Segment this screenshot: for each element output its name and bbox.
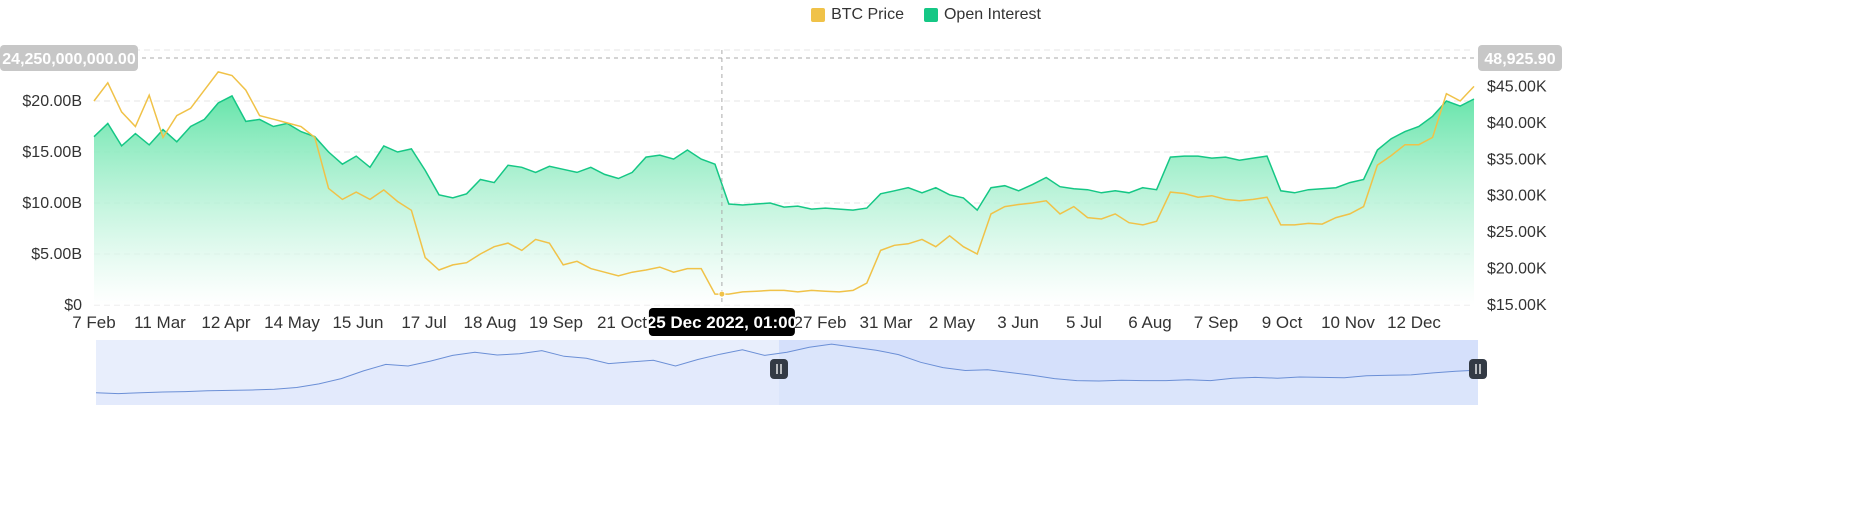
- range-navigator[interactable]: [95, 340, 1487, 405]
- crosshair-date-tooltip: [648, 308, 795, 336]
- navigator-line: [95, 343, 1479, 395]
- y-right-tick-label: $40.00K: [1487, 115, 1547, 132]
- y-left-tick-label: $15.00B: [22, 144, 82, 161]
- legend-item-btc-price[interactable]: BTC Price: [811, 6, 904, 24]
- y-right-tick-label: $20.00K: [1487, 261, 1547, 278]
- y-axis-left: $0 $5.00B $10.00B $15.00B $20.00B: [22, 93, 82, 314]
- x-tick-label: 2 May: [929, 313, 976, 332]
- y-right-tick-label: $15.00K: [1487, 297, 1547, 314]
- open-interest-swatch: [923, 8, 938, 22]
- legend-label-open-interest: Open Interest: [943, 6, 1041, 23]
- y-right-tick-label: $25.00K: [1487, 224, 1547, 241]
- x-tick-label: 12 Dec: [1387, 313, 1441, 332]
- y-right-tick-label: $30.00K: [1487, 188, 1547, 205]
- chart-legend: BTC Price Open Interest: [0, 6, 1852, 24]
- x-tick-label: 18 Aug: [464, 313, 517, 332]
- y-left-tick-label: $5.00B: [31, 246, 82, 263]
- crosshair: 24,250,000,000.00 48,925.90 25 Dec 2022,…: [0, 45, 1562, 336]
- x-tick-label: 14 May: [264, 313, 320, 332]
- x-tick-label: 12 Apr: [201, 313, 250, 332]
- handle-grip: [1469, 359, 1487, 379]
- navigator-right-handle[interactable]: [1469, 359, 1487, 379]
- x-tick-label: 19 Sep: [529, 313, 583, 332]
- y-left-tick-label: $0: [64, 297, 82, 314]
- x-tick-label: 9 Oct: [1262, 313, 1303, 332]
- x-axis: 7 Feb 11 Mar 12 Apr 14 May 15 Jun 17 Jul 18 Au…: [72, 313, 1441, 332]
- btc-price-line: [93, 71, 1475, 295]
- open-interest-line: [93, 94, 1475, 212]
- crosshair-right-value: 48,925.90: [1484, 51, 1555, 68]
- x-tick-label: 31 Mar: [860, 313, 913, 332]
- x-tick-label: 17 Jul: [401, 313, 446, 332]
- handle-grip: [770, 359, 788, 379]
- btc-price-series: [93, 71, 1475, 295]
- x-tick-label: 11 Mar: [134, 313, 186, 332]
- x-tick-label: 27 Feb: [794, 313, 847, 332]
- y-left-tick-label: $10.00B: [22, 195, 82, 212]
- x-tick-label: 7 Feb: [72, 313, 115, 332]
- btc-price-swatch: [811, 8, 826, 22]
- navigator-left-handle[interactable]: [770, 359, 788, 379]
- open-interest-area: [94, 95, 1474, 306]
- crosshair-left-value-tag: [0, 45, 138, 71]
- legend-label-btc-price: BTC Price: [831, 6, 904, 23]
- y-right-tick-label: $35.00K: [1487, 151, 1547, 168]
- x-tick-label: 21 Oct: [597, 313, 647, 332]
- crosshair-point: [718, 290, 726, 298]
- y-right-tick-label: $45.00K: [1487, 78, 1547, 95]
- x-tick-label: 3 Jun: [997, 313, 1039, 332]
- y-left-tick-label: $20.00B: [22, 93, 82, 110]
- crosshair-right-value-tag: [1478, 45, 1562, 71]
- open-interest-series: [93, 94, 1475, 306]
- legend-item-open-interest[interactable]: Open Interest: [923, 6, 1041, 24]
- x-tick-label: 5 Jul: [1066, 313, 1102, 332]
- x-tick-label: 7 Sep: [1194, 313, 1238, 332]
- crosshair-date-label: 25 Dec 2022, 01:00: [647, 313, 797, 332]
- y-axis-right: $15.00K $20.00K $25.00K $30.00K $35.00K $40.0…: [1487, 78, 1547, 314]
- x-tick-label: 15 Jun: [332, 313, 383, 332]
- x-tick-label: 6 Aug: [1128, 313, 1172, 332]
- crosshair-left-value: 24,250,000,000.00: [2, 51, 136, 68]
- x-tick-label: 10 Nov: [1321, 313, 1375, 332]
